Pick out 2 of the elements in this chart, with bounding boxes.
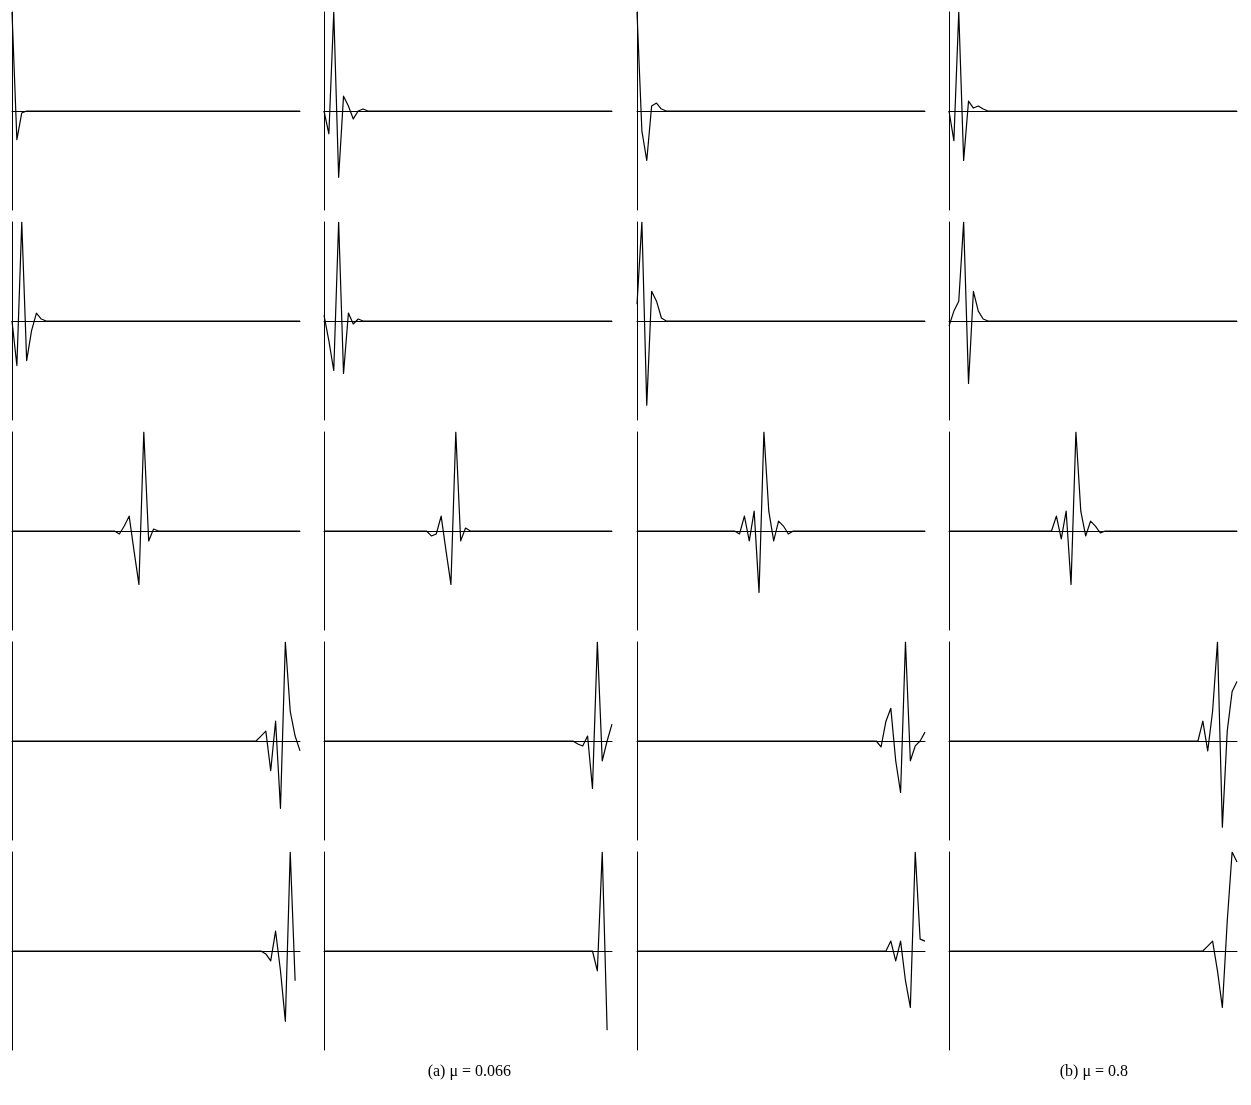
text: (a) μ = 0.066 bbox=[426, 1062, 513, 1080]
text: (b) μ = 0.8 bbox=[1058, 1062, 1129, 1080]
